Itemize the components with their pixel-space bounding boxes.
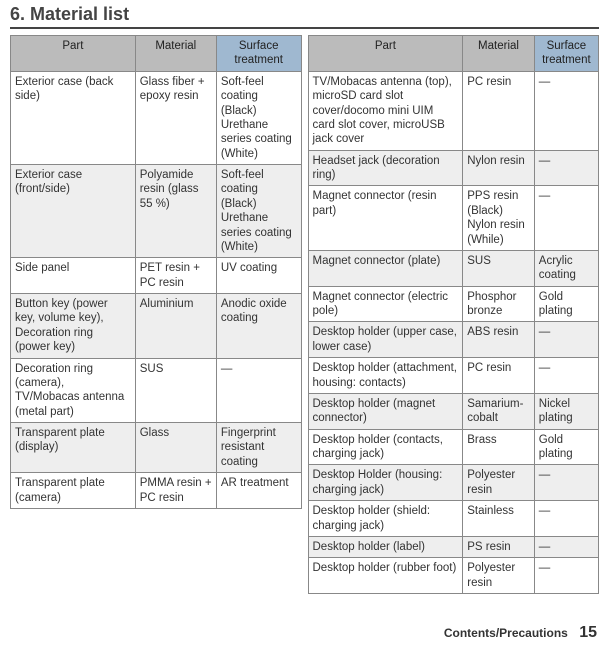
cell-material: PC resin <box>463 71 535 150</box>
cell-surface: Soft-feel coating (Black) Urethane serie… <box>216 165 301 258</box>
table-row: Decoration ring (camera), TV/Mobacas ant… <box>11 358 302 423</box>
cell-surface: Acrylic coating <box>534 250 598 286</box>
cell-surface: — <box>534 150 598 186</box>
cell-part: TV/Mobacas antenna (top), microSD card s… <box>308 71 463 150</box>
cell-material: Aluminium <box>135 294 216 359</box>
cell-part: Desktop holder (contacts, charging jack) <box>308 429 463 465</box>
cell-material: Polyester resin <box>463 465 535 501</box>
table-row: Magnet connector (plate)SUSAcrylic coati… <box>308 250 599 286</box>
table-row: Desktop holder (label)PS resin— <box>308 536 599 557</box>
table-row: Magnet connector (resin part)PPS resin (… <box>308 186 599 251</box>
cell-material: Glass fiber + epoxy resin <box>135 71 216 164</box>
cell-material: Glass <box>135 423 216 473</box>
table-row: Desktop holder (magnet connector)Samariu… <box>308 393 599 429</box>
cell-surface: Anodic oxide coating <box>216 294 301 359</box>
table-row: Exterior case (back side)Glass fiber + e… <box>11 71 302 164</box>
col-surface: Surface treatment <box>216 36 301 72</box>
section-title: 6. Material list <box>10 4 599 29</box>
cell-surface: Nickel plating <box>534 393 598 429</box>
col-material: Material <box>135 36 216 72</box>
cell-part: Desktop holder (upper case, lower case) <box>308 322 463 358</box>
cell-part: Desktop holder (magnet connector) <box>308 393 463 429</box>
material-table-left: Part Material Surface treatment Exterior… <box>10 35 302 509</box>
col-surface: Surface treatment <box>534 36 598 72</box>
cell-surface: — <box>216 358 301 423</box>
cell-material: PET resin + PC resin <box>135 258 216 294</box>
table-row: TV/Mobacas antenna (top), microSD card s… <box>308 71 599 150</box>
cell-part: Exterior case (back side) <box>11 71 136 164</box>
cell-material: Polyamide resin (glass 55 %) <box>135 165 216 258</box>
table-row: Button key (power key, volume key), Deco… <box>11 294 302 359</box>
cell-surface: Fingerprint resistant coating <box>216 423 301 473</box>
cell-material: PPS resin (Black) Nylon resin (While) <box>463 186 535 251</box>
table-row: Magnet connector (electric pole)Phosphor… <box>308 286 599 322</box>
cell-surface: — <box>534 358 598 394</box>
cell-part: Transparent plate (camera) <box>11 473 136 509</box>
cell-part: Decoration ring (camera), TV/Mobacas ant… <box>11 358 136 423</box>
cell-material: PC resin <box>463 358 535 394</box>
table-row: Headset jack (decoration ring)Nylon resi… <box>308 150 599 186</box>
col-material: Material <box>463 36 535 72</box>
table-row: Desktop holder (attachment, housing: con… <box>308 358 599 394</box>
table-row: Transparent plate (camera)PMMA resin + P… <box>11 473 302 509</box>
cell-surface: — <box>534 465 598 501</box>
cell-part: Magnet connector (plate) <box>308 250 463 286</box>
cell-material: SUS <box>135 358 216 423</box>
cell-material: ABS resin <box>463 322 535 358</box>
cell-part: Exterior case (front/side) <box>11 165 136 258</box>
page-footer: Contents/Precautions 15 <box>444 624 597 642</box>
table-row: Exterior case (front/side)Polyamide resi… <box>11 165 302 258</box>
cell-surface: — <box>534 558 598 594</box>
cell-surface: — <box>534 536 598 557</box>
cell-part: Transparent plate (display) <box>11 423 136 473</box>
cell-material: Brass <box>463 429 535 465</box>
cell-part: Desktop holder (attachment, housing: con… <box>308 358 463 394</box>
cell-part: Desktop holder (label) <box>308 536 463 557</box>
cell-surface: Gold plating <box>534 286 598 322</box>
cell-surface: — <box>534 186 598 251</box>
cell-surface: UV coating <box>216 258 301 294</box>
table-row: Desktop holder (upper case, lower case)A… <box>308 322 599 358</box>
cell-material: PMMA resin + PC resin <box>135 473 216 509</box>
cell-part: Headset jack (decoration ring) <box>308 150 463 186</box>
cell-part: Desktop holder (rubber foot) <box>308 558 463 594</box>
cell-surface: AR treatment <box>216 473 301 509</box>
cell-material: Phosphor bronze <box>463 286 535 322</box>
cell-material: Nylon resin <box>463 150 535 186</box>
section-title-text: Material list <box>30 4 129 24</box>
cell-part: Button key (power key, volume key), Deco… <box>11 294 136 359</box>
cell-material: PS resin <box>463 536 535 557</box>
cell-material: Stainless <box>463 501 535 537</box>
table-row: Side panelPET resin + PC resinUV coating <box>11 258 302 294</box>
cell-surface: — <box>534 71 598 150</box>
col-part: Part <box>308 36 463 72</box>
material-table-right: Part Material Surface treatment TV/Mobac… <box>308 35 600 594</box>
table-row: Desktop holder (shield: charging jack)St… <box>308 501 599 537</box>
table-row: Desktop holder (rubber foot)Polyester re… <box>308 558 599 594</box>
footer-text: Contents/Precautions <box>444 626 568 640</box>
cell-part: Desktop holder (shield: charging jack) <box>308 501 463 537</box>
page-number: 15 <box>579 624 597 641</box>
col-part: Part <box>11 36 136 72</box>
table-row: Desktop Holder (housing: charging jack)P… <box>308 465 599 501</box>
cell-part: Side panel <box>11 258 136 294</box>
cell-surface: — <box>534 322 598 358</box>
cell-material: Polyester resin <box>463 558 535 594</box>
section-number: 6. <box>10 4 25 24</box>
table-row: Transparent plate (display)GlassFingerpr… <box>11 423 302 473</box>
cell-surface: Gold plating <box>534 429 598 465</box>
cell-part: Magnet connector (resin part) <box>308 186 463 251</box>
cell-part: Magnet connector (electric pole) <box>308 286 463 322</box>
cell-material: Samarium-cobalt <box>463 393 535 429</box>
table-row: Desktop holder (contacts, charging jack)… <box>308 429 599 465</box>
cell-surface: — <box>534 501 598 537</box>
cell-surface: Soft-feel coating (Black) Urethane serie… <box>216 71 301 164</box>
cell-material: SUS <box>463 250 535 286</box>
cell-part: Desktop Holder (housing: charging jack) <box>308 465 463 501</box>
